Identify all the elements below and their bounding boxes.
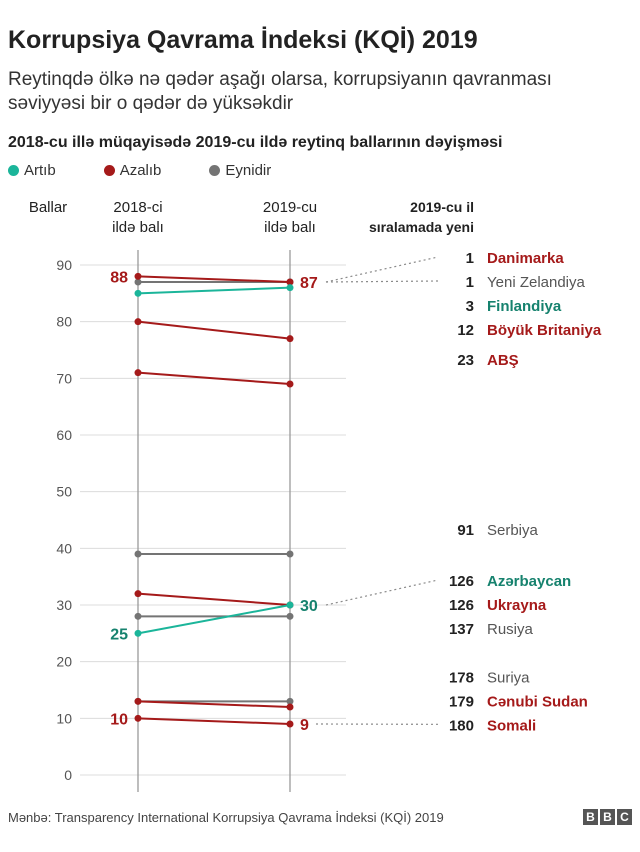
point-2019-ABŞ	[286, 380, 294, 388]
legend-dot-same	[209, 164, 221, 176]
y-tick-label: 60	[56, 427, 72, 443]
slope-chart: 0 10 20 30 40 50 60 70 80 90 Ballar 2018-ci ildə bal…	[29, 199, 602, 792]
point-2019-Azərbaycan	[286, 601, 294, 609]
legend-item-up: Artıb	[8, 162, 56, 179]
y-tick-label: 80	[56, 314, 72, 330]
series-line-Somali	[137, 717, 291, 725]
country-name: Rusiya	[487, 621, 534, 638]
chart-title: Korrupsiya Qavrama İndeksi (KQİ) 2019	[8, 26, 478, 54]
leader-line	[325, 256, 439, 283]
point-2019-Cənubi Sudan	[286, 703, 294, 711]
value-label-2018: 25	[110, 626, 128, 643]
point-2018-Danimarka	[134, 272, 142, 280]
bbc-logo: B B C	[583, 809, 634, 825]
point-2019-Serbiya	[286, 550, 294, 558]
y-tick-label: 10	[56, 710, 72, 726]
rank-number: 179	[449, 693, 474, 710]
point-2018-Serbiya	[134, 550, 142, 558]
y-tick-label: 30	[56, 597, 72, 613]
point-2019-Rusiya	[286, 612, 294, 620]
rank-column-header: sıralamada yeni	[369, 219, 474, 235]
bbc-logo-letter-1: B	[583, 809, 598, 825]
point-2018-Ukrayna	[134, 590, 142, 598]
point-2018-Somali	[134, 714, 142, 722]
country-name: Böyük Britaniya	[487, 322, 602, 339]
x-column-label: 2018-ci	[113, 199, 162, 216]
y-tick-label: 90	[56, 257, 72, 273]
legend-label-up: Artıb	[24, 161, 56, 179]
legend-item-same: Eynidir	[209, 162, 271, 179]
series-line-Danimarka	[137, 275, 291, 283]
legend-dot-down	[103, 164, 115, 176]
y-tick-label: 0	[64, 767, 72, 783]
country-name: Azərbaycan	[487, 573, 571, 590]
series-line-Azərbaycan	[137, 604, 291, 635]
bbc-logo-letter-2: B	[600, 809, 615, 825]
point-2019-Finlandiya	[286, 284, 294, 292]
y-axis-label: Ballar	[29, 199, 67, 216]
series-line-ABŞ	[137, 371, 291, 385]
y-tick-label: 40	[56, 540, 72, 556]
bbc-logo-letter-3: C	[617, 809, 632, 825]
point-2018-Böyük Britaniya	[134, 318, 142, 326]
point-2018-ABŞ	[134, 369, 142, 377]
value-label-2019: 9	[300, 717, 309, 734]
point-2018-Azərbaycan	[134, 629, 142, 637]
rank-number: 180	[449, 717, 474, 734]
point-2019-Danimarka	[286, 278, 294, 286]
point-2018-Cənubi Sudan	[134, 697, 142, 705]
country-name: Serbiya	[487, 522, 539, 539]
series-line-Böyük Britaniya	[137, 320, 291, 340]
country-name: Yeni Zelandiya	[487, 274, 586, 291]
rank-number: 178	[449, 669, 474, 686]
chart-subtitle: Reytinqdə ölkə nə qədər aşağı olarsa, ko…	[8, 69, 552, 114]
point-2018-Finlandiya	[134, 289, 142, 297]
point-2019-Suriya	[286, 697, 294, 705]
value-label-2019: 30	[300, 598, 318, 615]
x-column-label: ildə balı	[264, 219, 316, 236]
series-line-Cənubi Sudan	[137, 700, 291, 708]
country-name: Somali	[487, 717, 536, 734]
rank-number: 1	[466, 274, 474, 291]
country-name: ABŞ	[487, 352, 519, 369]
rank-number: 137	[449, 621, 474, 638]
rank-number: 126	[449, 597, 474, 614]
legend-item-down: Azalıb	[103, 161, 162, 179]
rank-number: 12	[457, 322, 474, 339]
x-column-label: ildə balı	[112, 219, 164, 236]
series-line-Finlandiya	[137, 286, 291, 295]
series-line-Ukrayna	[137, 592, 291, 606]
country-name: Ukrayna	[487, 597, 547, 614]
rank-number: 1	[466, 250, 474, 267]
legend-label-down: Azalıb	[119, 161, 162, 179]
legend-dot-up	[8, 164, 19, 176]
rank-number: 23	[457, 352, 474, 369]
point-2019-Böyük Britaniya	[286, 335, 294, 343]
rank-number: 3	[466, 298, 474, 315]
country-name: Danimarka	[487, 250, 564, 267]
legend: Artıb Azalıb Eynidir	[8, 160, 319, 180]
y-tick-label: 20	[56, 654, 72, 670]
point-2018-Rusiya	[134, 612, 142, 620]
country-name: Finlandiya	[487, 298, 562, 315]
leader-line	[325, 280, 439, 283]
y-tick-label: 70	[56, 370, 72, 386]
y-tick-label: 50	[56, 484, 72, 500]
rank-number: 126	[449, 573, 474, 590]
rank-column-header: 2019-cu il	[410, 199, 474, 215]
country-name: Suriya	[487, 669, 530, 686]
country-name: Cənubi Sudan	[487, 693, 588, 710]
point-2018-Yeni Zelandiya	[134, 278, 142, 286]
point-2019-Somali	[286, 720, 294, 728]
legend-label-same: Eynidir	[225, 161, 272, 179]
leader-line	[325, 579, 439, 606]
chart-heading: 2018-cu illə müqayisədə 2019-cu ildə rey…	[8, 134, 503, 151]
source-note: Mənbə: Transparency International Korrup…	[8, 810, 444, 825]
x-column-label: 2019-cu	[263, 199, 317, 216]
value-label-2018: 10	[110, 711, 128, 728]
rank-number: 91	[457, 522, 474, 539]
value-label-2018: 88	[110, 269, 128, 286]
value-label-2019: 87	[300, 275, 318, 292]
